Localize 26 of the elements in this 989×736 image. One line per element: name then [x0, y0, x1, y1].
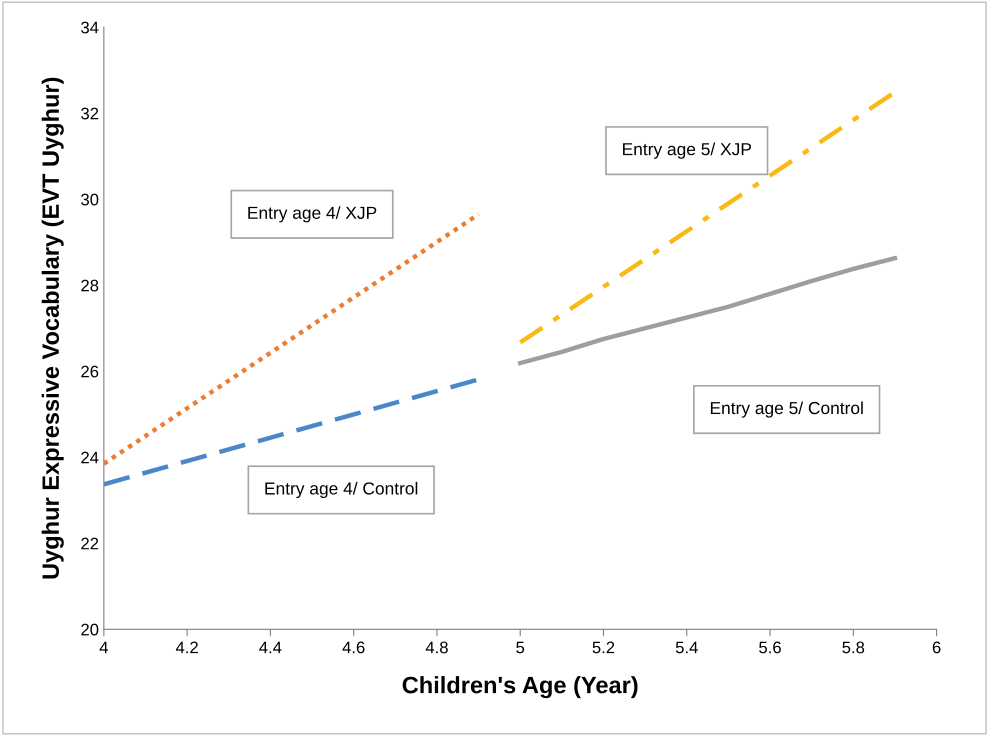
y-tick-label: 30: [81, 194, 98, 206]
x-tick-label: 5.4: [676, 642, 698, 654]
line-series: [518, 256, 898, 366]
y-axis-title: Uyghur Expressive Vocabulary (EVT Uyghur): [42, 78, 64, 579]
x-tick-label: 6: [932, 642, 940, 654]
x-tick-label: 5: [516, 642, 524, 654]
x-tick-label: 5.6: [759, 642, 781, 654]
text: Entry age 4/ Control: [265, 482, 418, 498]
series-label: Entry age 5/ XJP: [623, 142, 751, 159]
y-tick-label: 32: [81, 108, 98, 120]
x-tick-label: 4.4: [259, 642, 282, 654]
x-axis-title: Children's Age (Year): [402, 676, 638, 698]
x-tick-label: 4.2: [176, 642, 198, 654]
x-tick-label: 5.8: [842, 642, 864, 654]
text: Entry age 4/ XJP: [248, 206, 376, 222]
x-tick-label: 5.2: [592, 642, 614, 654]
x-tick-label: 4.8: [426, 642, 448, 654]
y-tick-label: 26: [81, 366, 98, 378]
x-tick-label: 4: [100, 642, 108, 654]
x-tick-label: 4.6: [342, 642, 365, 654]
y-tick-label: 34: [81, 22, 98, 34]
y-tick-label: 24: [81, 452, 98, 464]
y-tick-label: 20: [81, 624, 98, 636]
y-tick-label: 22: [81, 538, 98, 550]
y-tick-label: 28: [81, 280, 98, 292]
text: Entry age 5/ Control: [710, 401, 863, 418]
